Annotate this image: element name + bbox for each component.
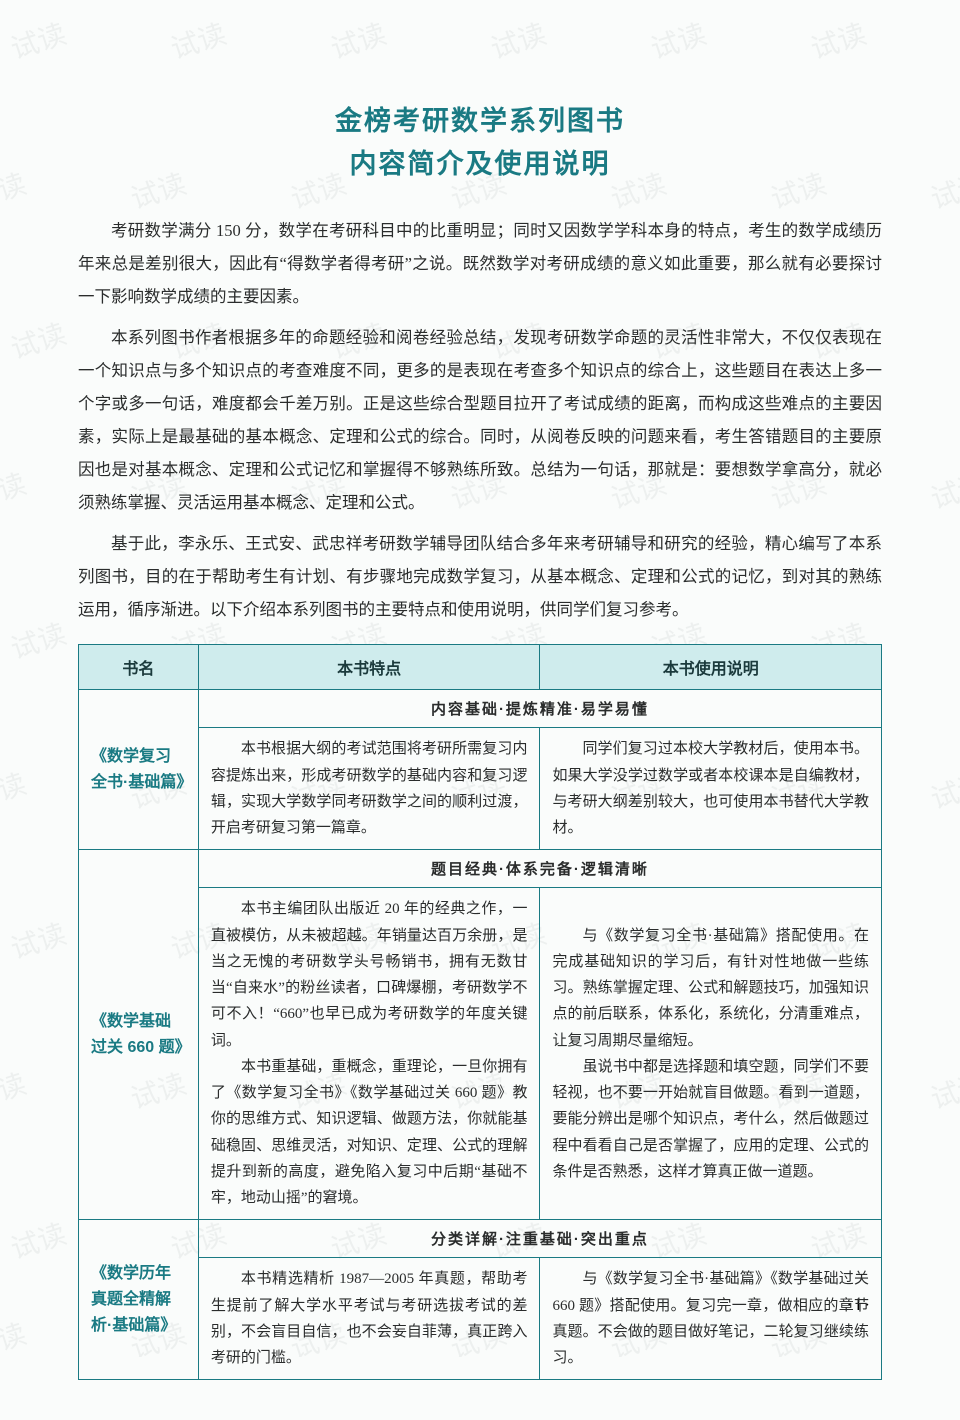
section-head-3: 分类详解·注重基础·突出重点 bbox=[198, 1220, 881, 1258]
usage-3: 与《数学复习全书·基础篇》《数学基础过关 660 题》搭配使用。复习完一章，做相… bbox=[540, 1258, 882, 1380]
books-table: 书名 本书特点 本书使用说明 《数学复习全书·基础篇》 内容基础·提炼精准·易学… bbox=[78, 644, 882, 1380]
page-content: 金榜考研数学系列图书 内容简介及使用说明 考研数学满分 150 分，数学在考研科… bbox=[0, 0, 960, 1420]
title-line-2: 内容简介及使用说明 bbox=[78, 143, 882, 186]
feature-1: 本书根据大纲的考试范围将考研所需复习内容提炼出来，形成考研数学的基础内容和复习逻… bbox=[198, 728, 540, 850]
feature-2: 本书主编团队出版近 20 年的经典之作，一直被模仿，从未被超越。年销量达百万余册… bbox=[198, 888, 540, 1220]
header-usage: 本书使用说明 bbox=[540, 645, 882, 690]
section-head-2: 题目经典·体系完备·逻辑清晰 bbox=[198, 850, 881, 888]
table-row: 《数学历年真题全精解析·基础篇》 分类详解·注重基础·突出重点 bbox=[79, 1220, 882, 1258]
section-head-1: 内容基础·提炼精准·易学易懂 bbox=[198, 690, 881, 728]
book-name-3: 《数学历年真题全精解析·基础篇》 bbox=[79, 1220, 199, 1380]
usage-2: 与《数学复习全书·基础篇》搭配使用。在完成基础知识的学习后，有针对性地做一些练习… bbox=[540, 888, 882, 1220]
usage-1: 同学们复习过本校大学教材后，使用本书。如果大学没学过数学或者本校课本是自编教材，… bbox=[540, 728, 882, 850]
intro-paragraph-2: 本系列图书作者根据多年的命题经验和阅卷经验总结，发现考研数学命题的灵活性非常大，… bbox=[78, 321, 882, 519]
table-row: 《数学复习全书·基础篇》 内容基础·提炼精准·易学易懂 bbox=[79, 690, 882, 728]
table-row: 《数学基础过关 660 题》 题目经典·体系完备·逻辑清晰 bbox=[79, 850, 882, 888]
intro-paragraph-3: 基于此，李永乐、王式安、武忠祥考研数学辅导团队结合多年来考研辅导和研究的经验，精… bbox=[78, 527, 882, 626]
document-title: 金榜考研数学系列图书 内容简介及使用说明 bbox=[78, 100, 882, 186]
title-line-1: 金榜考研数学系列图书 bbox=[78, 100, 882, 143]
book-name-2: 《数学基础过关 660 题》 bbox=[79, 850, 199, 1220]
header-feature: 本书特点 bbox=[198, 645, 540, 690]
table-row: 本书根据大纲的考试范围将考研所需复习内容提炼出来，形成考研数学的基础内容和复习逻… bbox=[79, 728, 882, 850]
table-row: 本书主编团队出版近 20 年的经典之作，一直被模仿，从未被超越。年销量达百万余册… bbox=[79, 888, 882, 1220]
book-name-1: 《数学复习全书·基础篇》 bbox=[79, 690, 199, 850]
header-bookname: 书名 bbox=[79, 645, 199, 690]
feature-3: 本书精选精析 1987—2005 年真题，帮助考生提前了解大学水平考试与考研选拔… bbox=[198, 1258, 540, 1380]
table-header-row: 书名 本书特点 本书使用说明 bbox=[79, 645, 882, 690]
intro-paragraph-1: 考研数学满分 150 分，数学在考研科目中的比重明显；同时又因数学学科本身的特点… bbox=[78, 214, 882, 313]
table-row: 本书精选精析 1987—2005 年真题，帮助考生提前了解大学水平考试与考研选拔… bbox=[79, 1258, 882, 1380]
